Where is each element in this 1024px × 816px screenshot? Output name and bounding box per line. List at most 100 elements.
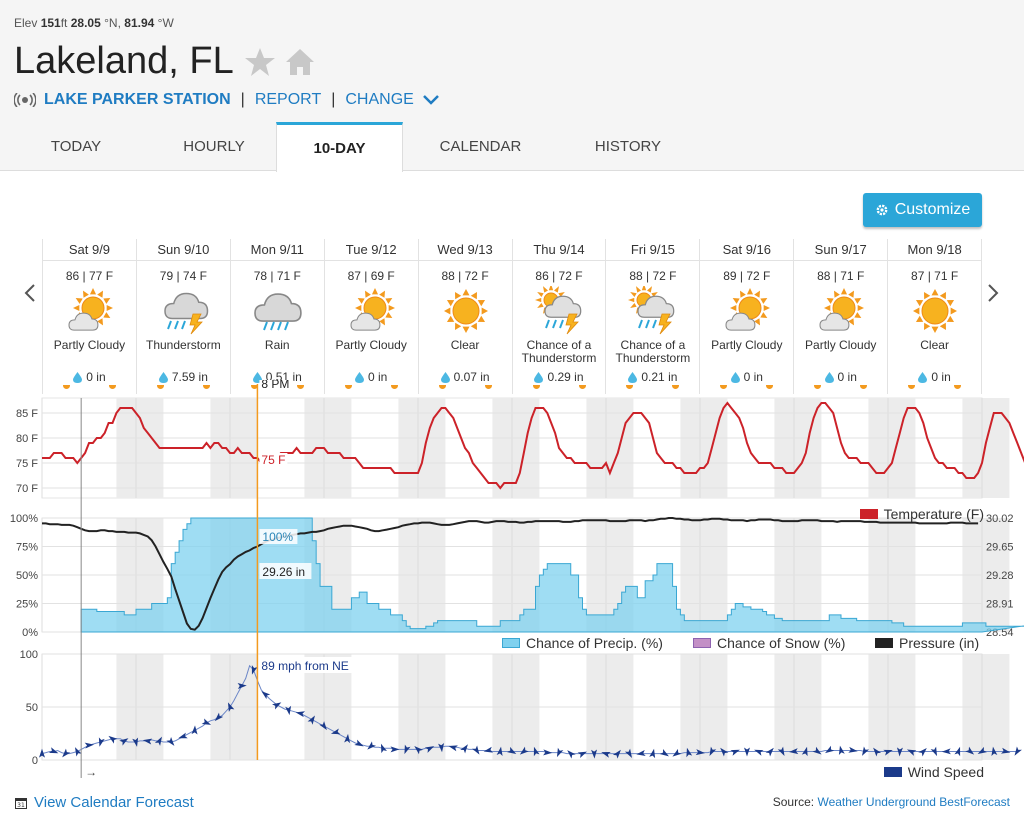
day-column[interactable]: Mon 9/18 87 | 71 F Clear 0 in (888, 239, 983, 394)
cursor-pressure-label: 29.26 in (262, 565, 305, 579)
separator: | (240, 91, 245, 108)
day-date: Thu 9/14 (512, 239, 606, 261)
change-link[interactable]: CHANGE (345, 91, 414, 108)
raindrop-icon (824, 371, 834, 383)
y-tick-label: 85 F (16, 408, 38, 420)
raindrop-icon (440, 371, 450, 383)
calendar-badge-text: 31 (17, 802, 25, 809)
wind-direction-marker (591, 749, 598, 759)
day-precip-value: 0 in (931, 370, 951, 384)
day-date: Mon 9/11 (230, 239, 324, 261)
sunrise-marker (626, 385, 634, 389)
y-tick-label: 70 F (16, 483, 38, 495)
day-precip: 0.29 in (513, 370, 606, 384)
day-column[interactable]: Sun 9/17 88 | 71 F Partly Cloudy 0 in (794, 239, 889, 394)
sunset-marker (766, 385, 774, 389)
sunset-marker (578, 385, 586, 389)
tab-today[interactable]: TODAY (50, 138, 102, 155)
day-column[interactable]: Sat 9/9 86 | 77 F Partly Cloudy 0 in (43, 239, 137, 394)
day-date: Sun 9/10 (136, 239, 230, 261)
day-condition: Clear (920, 338, 949, 352)
home-icon[interactable] (284, 46, 316, 78)
wind-direction-marker (39, 748, 45, 758)
tab-hourly[interactable]: HOURLY (183, 138, 245, 155)
wind-direction-marker (227, 702, 235, 712)
view-calendar-label: View Calendar Forecast (34, 794, 194, 811)
legend-pressure[interactable]: Pressure (in) (875, 635, 979, 651)
legend-wind[interactable]: Wind Speed (883, 764, 984, 780)
y-tick-label: 0 (32, 755, 38, 767)
report-link[interactable]: REPORT (254, 91, 322, 108)
source-link[interactable]: Weather Underground BestForecast (817, 795, 1010, 809)
wind-direction-marker (483, 746, 494, 753)
tab-calendar[interactable]: CALENDAR (439, 138, 522, 155)
day-column[interactable]: Thu 9/14 86 | 72 F Chance of a Thunderst… (512, 239, 607, 394)
night-band (304, 398, 352, 498)
day-column[interactable]: Sun 9/10 79 | 74 F Thunderstorm 7.59 in (136, 239, 231, 394)
day-precip: 7.59 in (137, 370, 230, 384)
clear-icon (913, 289, 958, 333)
raindrop-icon (158, 371, 168, 383)
wind-direction-marker (649, 748, 656, 759)
day-date: Mon 9/18 (888, 239, 982, 261)
y-tick-label: 75 F (16, 458, 38, 470)
wind-direction-marker (812, 746, 822, 755)
sunrise-marker (250, 385, 258, 389)
day-condition: Partly Cloudy (335, 338, 407, 352)
day-precip-value: 0.07 in (453, 370, 490, 384)
wind-direction-marker (507, 746, 517, 755)
day-temps: 87 | 71 F (911, 269, 959, 283)
wind-direction-marker (636, 750, 646, 756)
day-column[interactable]: Fri 9/15 88 | 72 F Chance of a Thunderst… (606, 239, 701, 394)
day-column[interactable]: Mon 9/11 78 | 71 F Rain 0.51 in (230, 239, 325, 394)
day-precip: 0 in (794, 370, 887, 384)
elevation-coords: Elev 151ft 28.05 °N, 81.94 °W (14, 16, 174, 30)
wind-direction-marker (191, 725, 198, 735)
day-condition: Rain (264, 338, 290, 352)
legend-temperature[interactable]: Temperature (F) (859, 506, 984, 522)
sunrise-marker (344, 385, 352, 389)
night-band (868, 398, 916, 498)
wind-direction-marker (918, 747, 927, 757)
tab-history[interactable]: HISTORY (594, 138, 662, 155)
legend-label: Wind Speed (907, 764, 984, 780)
wind-direction-marker (354, 739, 364, 747)
day-date: Sun 9/17 (794, 239, 888, 261)
wind-direction-marker (414, 746, 423, 755)
legend-label: Chance of Snow (%) (717, 635, 846, 651)
legend-label: Pressure (in) (899, 635, 980, 651)
day-temps: 79 | 74 F (159, 269, 207, 283)
cursor-time-label: 8 PM (261, 380, 289, 391)
station-link[interactable]: LAKE PARKER STATION (44, 91, 231, 108)
day-temps: 88 | 72 F (441, 269, 489, 283)
wind-direction-marker (991, 746, 998, 756)
wind-direction-marker (295, 711, 306, 718)
legend-precip[interactable]: Chance of Precip. (%) (502, 635, 663, 651)
day-column[interactable]: Tue 9/12 87 | 69 F Partly Cloudy 0 in (324, 239, 419, 394)
legend-snow[interactable]: Chance of Snow (%) (693, 635, 845, 651)
sunrise-marker (532, 385, 540, 389)
day-column[interactable]: Wed 9/13 88 | 72 F Clear 0.07 in (418, 239, 513, 394)
view-calendar-link[interactable]: 31 View Calendar Forecast (14, 794, 194, 811)
chevron-right-icon[interactable] (985, 282, 1001, 304)
wind-direction-marker (178, 732, 188, 739)
legend-swatch (859, 509, 878, 519)
wind-direction-marker (612, 749, 621, 759)
raindrop-icon (628, 371, 638, 383)
wind-direction-marker (84, 742, 94, 749)
sunset-marker (954, 385, 962, 389)
wind-direction-marker (390, 746, 400, 753)
partly-cloudy-icon (725, 288, 771, 331)
y-tick-label-right: 28.91 (986, 599, 1014, 611)
sunrise-marker (438, 385, 446, 389)
wind-direction-marker (543, 749, 553, 756)
wind-direction-marker (896, 747, 903, 757)
chevron-down-icon[interactable] (422, 94, 440, 106)
chevron-left-icon[interactable] (22, 282, 38, 304)
wind-direction-marker (730, 749, 740, 756)
customize-button[interactable]: Customize (863, 193, 982, 227)
star-icon[interactable] (244, 46, 276, 78)
tab-10-day[interactable]: 10-DAY (276, 122, 403, 172)
day-column[interactable]: Sat 9/16 89 | 72 F Partly Cloudy 0 in (700, 239, 795, 394)
wind-direction-marker (695, 749, 705, 756)
